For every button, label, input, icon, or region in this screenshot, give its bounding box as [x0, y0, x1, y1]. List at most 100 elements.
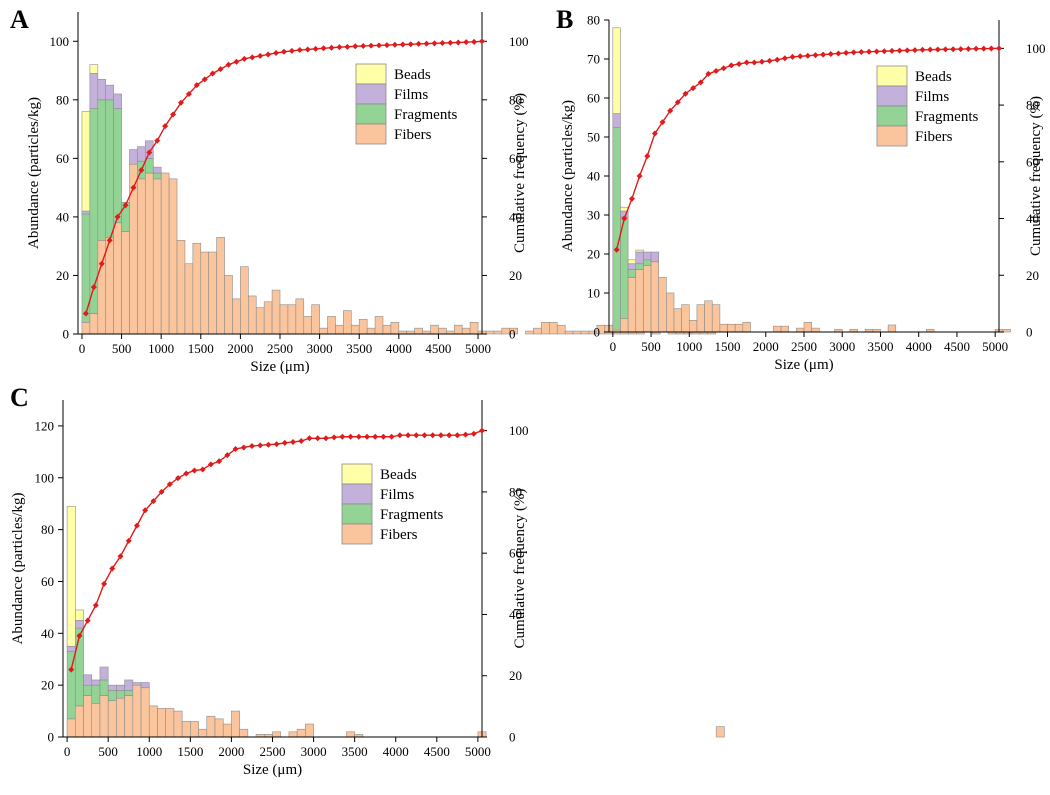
- cumulative-point-b: [965, 45, 972, 52]
- bar-films-c: [132, 682, 142, 686]
- x-axis-title-a: Size (μm): [250, 359, 309, 375]
- cumulative-point-b: [812, 52, 819, 59]
- y-axis-title-b: Abundance (particles/kg): [560, 100, 576, 252]
- y2-tick-label-c: 0: [509, 730, 516, 745]
- x-tick-label-b: 3500: [867, 339, 893, 354]
- legend-swatch-fibers-a: [355, 123, 387, 145]
- y-tick-label-b: 50: [587, 130, 600, 145]
- cumulative-point-b: [804, 52, 811, 59]
- cumulative-point-a: [471, 38, 478, 45]
- y-axis-title-a: Abundance (particles/kg): [26, 97, 42, 249]
- bar-fibers-c: [99, 695, 109, 738]
- cumulative-point-a: [383, 42, 390, 49]
- x-tick-label-b: 1500: [715, 339, 741, 354]
- bar-fibers-a: [319, 327, 328, 335]
- panel-label-a: A: [10, 5, 29, 34]
- y2-tick-label-b: 100: [1026, 41, 1046, 56]
- cumulative-point-a: [265, 51, 272, 58]
- legend-swatch-films-a: [355, 83, 387, 105]
- bar-fibers-a: [160, 172, 170, 335]
- bar-films-c: [66, 645, 76, 652]
- bar-fibers-b: [688, 319, 698, 333]
- bar-fibers-c: [206, 715, 216, 738]
- panel-label-b: B: [556, 5, 573, 34]
- legend-label-beads-c: Beads: [380, 467, 417, 483]
- bar-fibers-a: [105, 237, 114, 335]
- x-tick-label-a: 3500: [346, 341, 372, 356]
- cumulative-point-b: [682, 90, 689, 97]
- cumulative-point-c: [101, 580, 108, 587]
- x-tick-label-a: 3000: [307, 341, 333, 356]
- x-tick-label-c: 4500: [424, 744, 450, 759]
- legend-label-fragments-b: Fragments: [915, 109, 978, 125]
- cumulative-point-c: [224, 452, 231, 459]
- cumulative-point-c: [421, 432, 428, 439]
- cumulative-point-c: [322, 435, 329, 442]
- bar-fibers-a: [279, 304, 289, 335]
- bar-films-a: [129, 149, 138, 165]
- bar-fibers-a: [335, 324, 344, 335]
- y-tick-label-b: 60: [587, 91, 600, 106]
- cumulative-point-b: [942, 46, 949, 53]
- bar-fibers-c: [272, 731, 282, 738]
- bar-films-c: [107, 684, 117, 691]
- bar-fragments-b: [643, 259, 652, 267]
- y-tick-label-b: 80: [587, 13, 600, 28]
- bars-c: [66, 505, 725, 738]
- bar-fibers-c: [165, 708, 175, 738]
- bar-fragments-c: [83, 684, 93, 696]
- cumulative-point-c: [142, 507, 149, 514]
- bar-fibers-b: [673, 308, 682, 333]
- y2-axis-title-b: Cumulative frequency (%): [1028, 96, 1044, 256]
- bar-fibers-a: [176, 240, 186, 335]
- legend-b: Beads Films Fragments Fibers: [876, 65, 978, 147]
- cumulative-point-b: [628, 195, 635, 202]
- bar-fragments-c: [124, 690, 134, 696]
- y2-tick-label-a: 80: [509, 92, 522, 107]
- x-tick-label-c: 1000: [136, 744, 162, 759]
- cumulative-point-a: [170, 111, 177, 118]
- y2-tick-label-b: 80: [1026, 98, 1039, 113]
- bar-fragments-c: [107, 690, 117, 702]
- bar-fibers-c: [157, 708, 166, 738]
- x-tick-label-c: 500: [98, 744, 118, 759]
- cumulative-point-c: [306, 435, 313, 442]
- y2-axis-title-a: Cumulative frequency (%): [512, 93, 528, 253]
- y-tick-label-b: 20: [587, 247, 600, 262]
- bar-fibers-c: [214, 718, 224, 738]
- cumulative-point-c: [265, 441, 272, 448]
- legend-swatch-films-b: [876, 85, 908, 107]
- y2-tick-label-c: 60: [509, 546, 522, 561]
- bar-fibers-b: [734, 323, 744, 333]
- cumulative-point-a: [431, 40, 438, 47]
- bar-fibers-a: [224, 275, 233, 335]
- chart-panel-c: C0 500 1000 1500 2000 2500 3000 3500 4000 4500 500…: [10, 383, 725, 778]
- cumulative-point-b: [858, 49, 865, 56]
- x-tick-label-b: 0: [610, 339, 617, 354]
- bar-fragments-a: [145, 158, 154, 174]
- bar-fibers-a: [263, 301, 273, 335]
- y-tick-label-c: 20: [41, 678, 54, 693]
- bar-films-c: [91, 679, 101, 686]
- bar-fibers-b: [796, 327, 805, 333]
- cumulative-point-a: [162, 123, 169, 130]
- y-tick-label-a: 0: [63, 327, 70, 342]
- bar-fibers-a: [271, 289, 281, 335]
- cumulative-point-a: [122, 202, 129, 209]
- bar-fibers-a: [556, 324, 566, 335]
- cumulative-point-a: [368, 42, 375, 49]
- y2-tick-label-b: 20: [1026, 268, 1039, 283]
- cumulative-point-a: [455, 39, 462, 46]
- cumulative-point-a: [146, 149, 153, 156]
- cumulative-point-b: [751, 59, 758, 66]
- cumulative-point-a: [447, 39, 454, 46]
- cumulative-point-a: [98, 260, 105, 267]
- cumulative-point-c: [290, 438, 297, 445]
- cumulative-point-b: [911, 47, 918, 54]
- cumulative-point-b: [904, 47, 911, 54]
- cumulative-point-b: [927, 46, 934, 53]
- x-tick-label-c: 1500: [177, 744, 203, 759]
- x-tick-label-a: 5000: [465, 341, 491, 356]
- bar-fibers-a: [145, 172, 154, 335]
